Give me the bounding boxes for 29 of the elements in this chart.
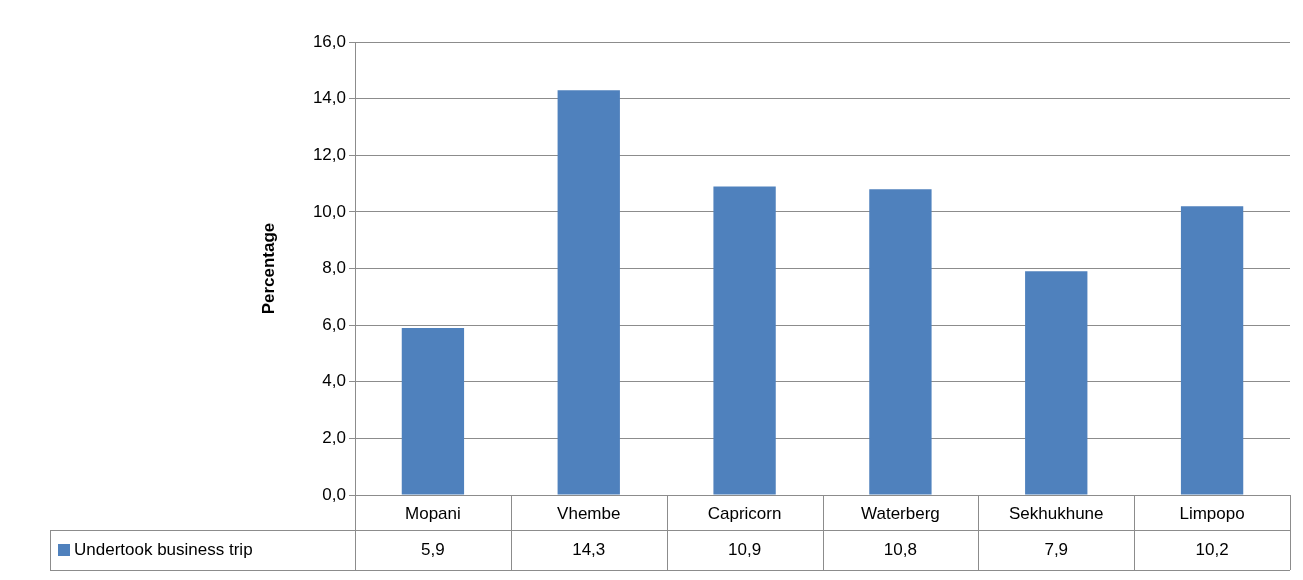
x-tick-label: Sekhukhune — [1008, 503, 1104, 523]
x-tick-label: Capricorn — [707, 503, 782, 523]
bar — [1025, 271, 1088, 495]
data-label: 10,2 — [1195, 539, 1229, 559]
y-tick-label: 10,0 — [312, 201, 346, 221]
bar — [869, 189, 932, 495]
bar — [713, 186, 776, 495]
y-tick-label: 2,0 — [322, 428, 346, 448]
data-label: 10,9 — [728, 539, 762, 559]
y-tick-label: 4,0 — [322, 371, 346, 391]
data-label: 7,9 — [1044, 539, 1069, 559]
y-tick-label: 0,0 — [322, 484, 346, 504]
y-tick-label: 16,0 — [312, 31, 346, 51]
data-label: 5,9 — [421, 539, 445, 559]
x-tick-label: Limpopo — [1179, 503, 1245, 523]
legend-label: Undertook business trip — [74, 539, 253, 559]
y-tick-label: 14,0 — [312, 88, 346, 108]
bar — [1180, 206, 1244, 495]
data-label: 14,3 — [572, 539, 606, 559]
x-tick-label: Mopani — [405, 503, 461, 523]
x-tick-label: Vhembe — [557, 503, 621, 523]
y-tick-label: 12,0 — [312, 144, 346, 164]
x-tick-label: Waterberg — [861, 503, 940, 523]
bar — [401, 327, 465, 495]
y-tick-label: 6,0 — [322, 314, 346, 334]
y-tick-label: 8,0 — [322, 258, 346, 278]
y-axis-title: Percentage — [258, 222, 278, 315]
data-label: 10,8 — [883, 539, 917, 559]
bar — [557, 90, 620, 495]
